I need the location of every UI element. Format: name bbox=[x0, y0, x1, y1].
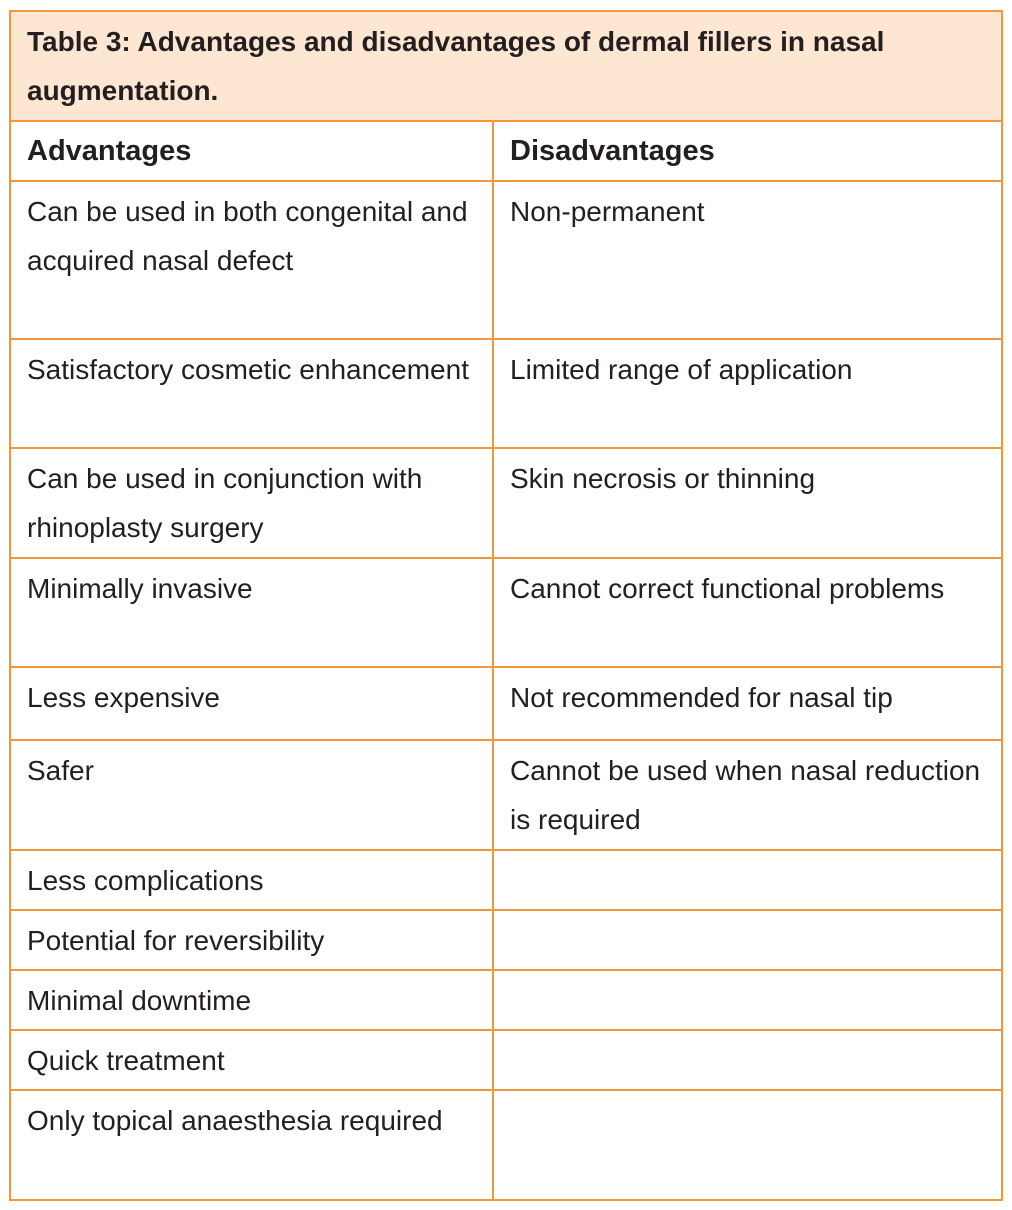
disadvantage-cell bbox=[492, 849, 1003, 911]
advantage-cell: Can be used in conjunction with rhinopla… bbox=[9, 447, 494, 559]
advantage-cell: Minimal downtime bbox=[9, 969, 494, 1031]
disadvantage-cell bbox=[492, 1029, 1003, 1091]
disadvantage-cell: Cannot correct functional problems bbox=[492, 557, 1003, 668]
disadvantage-cell: Not recommended for nasal tip bbox=[492, 666, 1003, 741]
advantages-disadvantages-table: Table 3: Advantages and disadvantages of… bbox=[9, 10, 1003, 1201]
table-row: Less complications bbox=[9, 849, 1003, 911]
advantage-cell: Less complications bbox=[9, 849, 494, 911]
column-header-advantages: Advantages bbox=[9, 120, 494, 182]
disadvantage-cell: Limited range of application bbox=[492, 338, 1003, 449]
advantage-cell: Safer bbox=[9, 739, 494, 851]
disadvantage-cell bbox=[492, 909, 1003, 971]
table-row: Safer Cannot be used when nasal reduction… bbox=[9, 739, 1003, 851]
table-row: Can be used in conjunction with rhinopla… bbox=[9, 447, 1003, 559]
disadvantage-cell: Skin necrosis or thinning bbox=[492, 447, 1003, 559]
table-row: Only topical anaesthesia required bbox=[9, 1089, 1003, 1201]
disadvantage-cell: Cannot be used when nasal reduction is r… bbox=[492, 739, 1003, 851]
advantage-cell: Only topical anaesthesia required bbox=[9, 1089, 494, 1201]
table-row: Minimal downtime bbox=[9, 969, 1003, 1031]
disadvantage-cell bbox=[492, 969, 1003, 1031]
advantage-cell: Can be used in both congenital and acqui… bbox=[9, 180, 494, 340]
advantage-cell: Potential for reversibility bbox=[9, 909, 494, 971]
disadvantage-cell: Non-permanent bbox=[492, 180, 1003, 340]
table-row: Can be used in both congenital and acqui… bbox=[9, 180, 1003, 340]
table-row: Satisfactory cosmetic enhancement Limited… bbox=[9, 338, 1003, 449]
table-row: Minimally invasive Cannot correct functio… bbox=[9, 557, 1003, 668]
table-row: Quick treatment bbox=[9, 1029, 1003, 1091]
disadvantage-cell bbox=[492, 1089, 1003, 1201]
table-row: Potential for reversibility bbox=[9, 909, 1003, 971]
table-caption: Table 3: Advantages and disadvantages of… bbox=[9, 10, 1003, 122]
advantage-cell: Quick treatment bbox=[9, 1029, 494, 1091]
advantage-cell: Minimally invasive bbox=[9, 557, 494, 668]
advantage-cell: Less expensive bbox=[9, 666, 494, 741]
advantage-cell: Satisfactory cosmetic enhancement bbox=[9, 338, 494, 449]
column-header-disadvantages: Disadvantages bbox=[492, 120, 1003, 182]
table-row: Less expensive Not recommended for nasal … bbox=[9, 666, 1003, 741]
